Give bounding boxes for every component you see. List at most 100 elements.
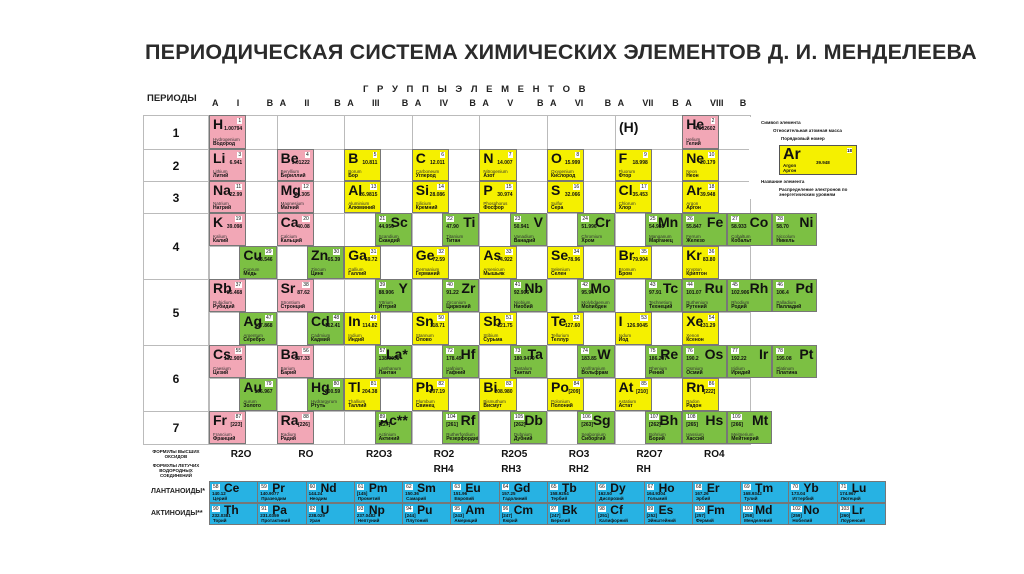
- latin-name: Argentum: [243, 333, 263, 338]
- atomic-mass: 28.086: [429, 192, 445, 198]
- element-symbol: Te: [551, 313, 567, 329]
- element-symbol: F: [618, 150, 628, 166]
- latin-name: Lanthanum: [378, 366, 402, 371]
- element-symbol: U: [320, 503, 330, 517]
- element-symbol: Cd: [311, 313, 330, 329]
- atomic-mass: 14.007: [497, 160, 513, 166]
- latin-name: Molybdaenum: [581, 300, 610, 305]
- latin-name: Francium: [213, 432, 232, 437]
- element-gd: Gd 64 157.25 Гадолиний: [498, 481, 548, 503]
- element-symbol: C: [415, 150, 426, 166]
- element-nd: Nd 60 144.24 Неодим: [305, 481, 355, 503]
- element-symbol: N: [483, 150, 494, 166]
- element-h: H 1 1.00794 Hydrogenium Водород: [209, 115, 247, 149]
- grid-cell: [547, 115, 616, 150]
- latin-name: Nitrogenium: [483, 169, 508, 174]
- subgroup-label: A: [550, 98, 557, 108]
- subgroup-label: A: [482, 98, 489, 108]
- latin-name: Cuprum: [243, 267, 260, 272]
- atomic-mass: 72.59: [432, 257, 445, 263]
- latin-name: Natrium: [213, 201, 229, 206]
- atomic-number: 16: [572, 184, 581, 190]
- atomic-number: 31: [369, 249, 378, 255]
- atomic-number: 20: [302, 216, 310, 222]
- latin-name: Bismuthum: [483, 399, 506, 404]
- russian-name: Франций: [213, 436, 236, 442]
- subgroup-label: A: [279, 98, 287, 108]
- russian-name: Кобальт: [731, 238, 752, 244]
- element-symbol: Rn: [686, 379, 705, 395]
- russian-name: Тантал: [513, 370, 531, 376]
- russian-name: Марганец: [649, 238, 673, 244]
- atomic-number: 66: [598, 484, 606, 490]
- element-bi: Bi 83 208.980 Bismuthum Висмут: [479, 378, 517, 411]
- element-symbol: Po: [551, 379, 569, 395]
- atomic-number: 52: [572, 315, 581, 321]
- element-symbol: As: [483, 247, 502, 263]
- russian-name: Барий: [280, 370, 297, 376]
- element-symbol: Cm: [513, 503, 534, 517]
- element-symbol: Kr: [686, 247, 702, 263]
- russian-name: Железо: [686, 238, 705, 244]
- latin-name: Palladium: [776, 300, 797, 305]
- element-la: La* 57 138.9055 Lanthanum Лантан: [374, 345, 412, 378]
- element-ne: Ne 10 20.179 Neon Неон: [682, 149, 720, 181]
- element-symbol: Pb: [415, 379, 434, 395]
- grid-cell: [276, 115, 346, 150]
- element-symbol: P: [483, 182, 493, 198]
- subgroup-label: A: [685, 98, 692, 108]
- atomic-mass: 126.9045: [626, 323, 648, 329]
- russian-name: Неон: [686, 173, 699, 179]
- element-pb: Pb 82 207.19 Plumbum Свинец: [411, 378, 449, 411]
- latin-name: Bohrium: [649, 432, 666, 437]
- atomic-number: 56: [302, 348, 310, 354]
- element-symbol: Rb: [213, 280, 232, 296]
- atomic-mass: 15.999: [564, 160, 581, 166]
- atomic-number: 77: [731, 348, 739, 354]
- element-as: As 33 74.922 Arsenicum Мышьяк: [479, 246, 517, 279]
- russian-name: Хром: [581, 238, 595, 244]
- element-eu: Eu 63 151.96 Европий: [450, 481, 500, 503]
- latin-name: Rhodium: [731, 300, 750, 305]
- atomic-number: 30: [332, 249, 341, 255]
- atomic-mass: 232.0381: [212, 513, 231, 518]
- russian-name: Мейтнерий: [731, 436, 759, 442]
- russian-name: Вольфрам: [581, 370, 609, 376]
- atomic-number: 41: [513, 282, 522, 288]
- atomic-mass: [265]: [686, 422, 698, 428]
- element-cu: Cu 29 63.546 Cuprum Медь: [239, 246, 277, 279]
- atomic-number: 22: [446, 216, 454, 222]
- russian-name: Алюминий: [348, 205, 376, 211]
- russian-name: Уран: [309, 518, 321, 523]
- atomic-number: 17: [640, 184, 648, 190]
- atomic-mass: 69.72: [364, 257, 378, 263]
- russian-name: Никель: [776, 238, 795, 244]
- latin-name: Bromum: [618, 267, 636, 272]
- atomic-mass: 85.468: [226, 290, 243, 296]
- atomic-number: 3: [237, 152, 243, 158]
- periodic-table: ПЕРИОДЫ Г Р У П П Ы Э Л Е М Е Н Т О В A I…: [143, 83, 886, 529]
- latin-name: Oxygenium: [551, 169, 574, 174]
- element-be: Be 4 9.01222 Beryllium Бериллий: [276, 149, 314, 181]
- element-nb: Nb 41 92.906 Niobium Ниобий: [509, 279, 547, 312]
- element-symbol: Hf: [460, 346, 476, 362]
- atomic-number: 103: [839, 506, 851, 512]
- element-symbol: Dy: [610, 481, 626, 495]
- groups-header: Г Р У П П Ы Э Л Е М Е Н Т О В: [363, 84, 589, 95]
- element-sg: Sg 106 [263] Seaborgium Сиборгий: [577, 411, 615, 444]
- element-symbol: Rf: [460, 412, 476, 428]
- atomic-mass: 74.922: [497, 257, 513, 263]
- atomic-mass: 138.9055: [378, 356, 400, 362]
- element-symbol: Tb: [562, 481, 577, 495]
- element-ni: Ni 28 58.70 Niccolum Никель: [772, 213, 818, 246]
- atomic-mass: 9.01222: [291, 160, 310, 166]
- atomic-mass: 168.9342: [743, 491, 762, 496]
- atomic-number: 102: [791, 506, 802, 512]
- russian-name: Диспрозий: [599, 496, 624, 501]
- russian-name: Лоуренсий: [840, 518, 865, 523]
- legend-box: Символ элемента Относительная атомная ма…: [749, 117, 883, 199]
- latin-name: Indium: [348, 333, 362, 338]
- element-symbol: Gd: [513, 481, 531, 495]
- russian-name: Титан: [446, 238, 461, 244]
- element-er: Er 68 167.26 Эрбий: [691, 481, 742, 503]
